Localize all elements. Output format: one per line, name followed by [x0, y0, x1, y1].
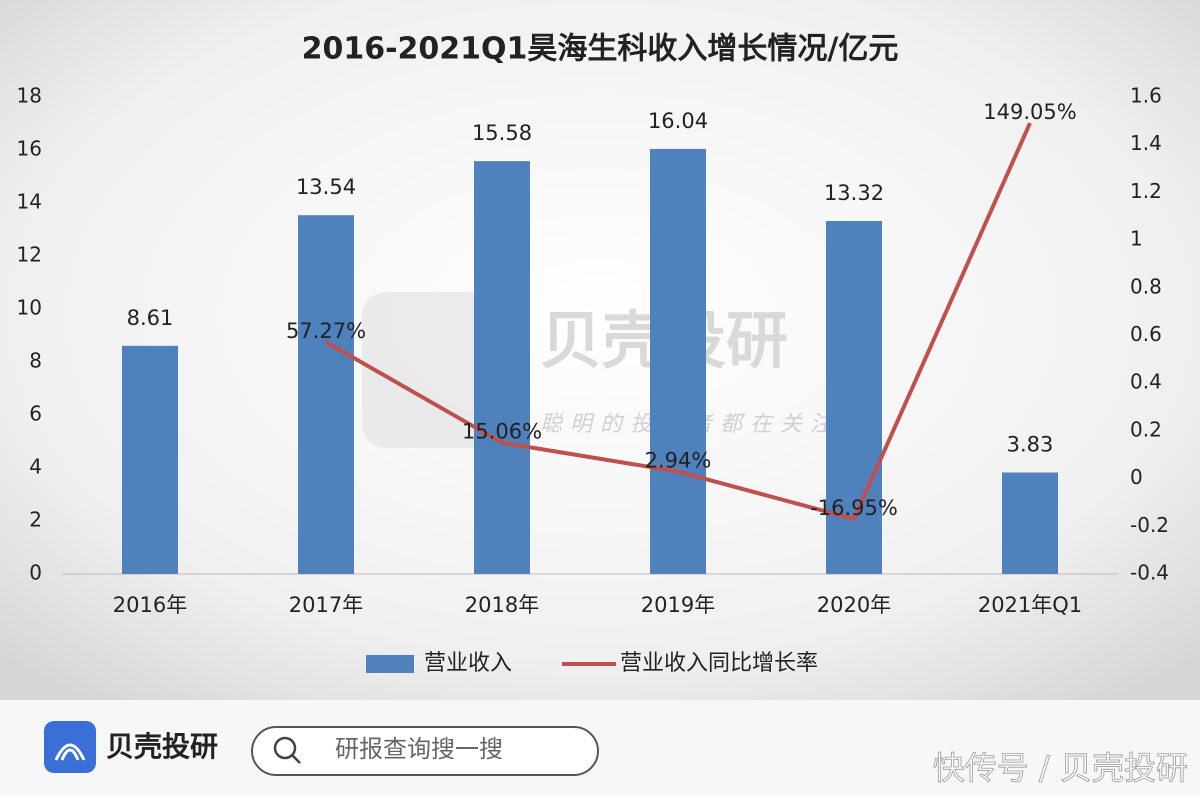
bar-value-label: 13.32	[824, 181, 884, 205]
y2-tick-label: 0.8	[1130, 274, 1162, 298]
line-value-label: 57.27%	[286, 319, 366, 343]
y-tick-label: 12	[17, 243, 42, 267]
search-icon	[273, 736, 297, 760]
search-box[interactable]	[251, 726, 599, 776]
footer-logo	[44, 721, 96, 773]
y-tick-label: 6	[29, 402, 42, 426]
x-tick-label: 2018年	[465, 593, 539, 617]
line-value-label: 15.06%	[462, 420, 542, 444]
bar	[1002, 472, 1058, 574]
line-value-label: 2.94%	[645, 449, 712, 473]
bar-value-label: 16.04	[648, 109, 708, 133]
y2-tick-label: 0.4	[1130, 370, 1162, 394]
footer-logo-icon	[54, 743, 86, 761]
y2-tick-label: 1	[1130, 227, 1143, 251]
y-tick-label: 16	[17, 137, 42, 161]
line-value-label: 149.05%	[983, 100, 1076, 124]
legend-swatch	[366, 655, 414, 673]
y-tick-label: 4	[29, 455, 42, 479]
bar	[298, 215, 354, 574]
y-tick-label: 10	[17, 296, 42, 320]
bar	[650, 148, 706, 574]
y-tick-label: 2	[29, 508, 42, 532]
plot: 0 2 4 6 8 10 12 14 16 18 -0.4 -0.2 0 0.2 0.4 0.6 0.8 1 1.2…	[17, 84, 1169, 677]
footer-brand: 贝壳投研	[106, 730, 218, 763]
x-tick-label: 2019年	[641, 593, 715, 617]
y2-tick-label: -0.4	[1130, 561, 1169, 585]
bar-value-label: 13.54	[296, 175, 356, 199]
y2-tick-label: 0.2	[1130, 417, 1162, 441]
y2-tick-label: 0.6	[1130, 322, 1162, 346]
x-tick-label: 2017年	[289, 593, 363, 617]
x-tick-label: 2016年	[113, 593, 187, 617]
line-value-label: -16.95%	[810, 496, 898, 520]
y2-tick-label: 1.6	[1130, 84, 1162, 108]
legend-label: 营业收入同比增长率	[620, 651, 818, 676]
y-tick-label: 14	[17, 190, 42, 214]
y-tick-label: 18	[17, 84, 42, 108]
y2-tick-label: 1.4	[1130, 131, 1162, 155]
y-tick-label: 0	[29, 561, 42, 585]
y2-tick-label: 0	[1130, 465, 1143, 489]
y2-tick-label: 1.2	[1130, 179, 1162, 203]
footer-background	[0, 700, 1200, 796]
y-tick-label: 8	[29, 349, 42, 373]
x-tick-label: 2020年	[817, 593, 891, 617]
bar-value-label: 15.58	[472, 121, 532, 145]
bar	[474, 161, 530, 574]
search-icon	[291, 754, 301, 764]
legend-label: 营业收入	[424, 651, 512, 676]
bar-value-label: 8.61	[127, 306, 174, 330]
x-tick-label: 2021年Q1	[978, 593, 1082, 617]
source-watermark: 快传号 / 贝壳投研	[933, 749, 1188, 787]
search-placeholder: 研报查询搜一搜	[335, 735, 503, 763]
chart-background	[0, 0, 1200, 700]
chart-title: 2016-2021Q1昊海生科收入增长情况/亿元	[302, 32, 899, 67]
y2-tick-label: -0.2	[1130, 513, 1169, 537]
bar	[122, 345, 178, 574]
line	[325, 122, 1032, 522]
bar-value-label: 3.83	[1007, 433, 1054, 457]
bar	[826, 221, 882, 574]
